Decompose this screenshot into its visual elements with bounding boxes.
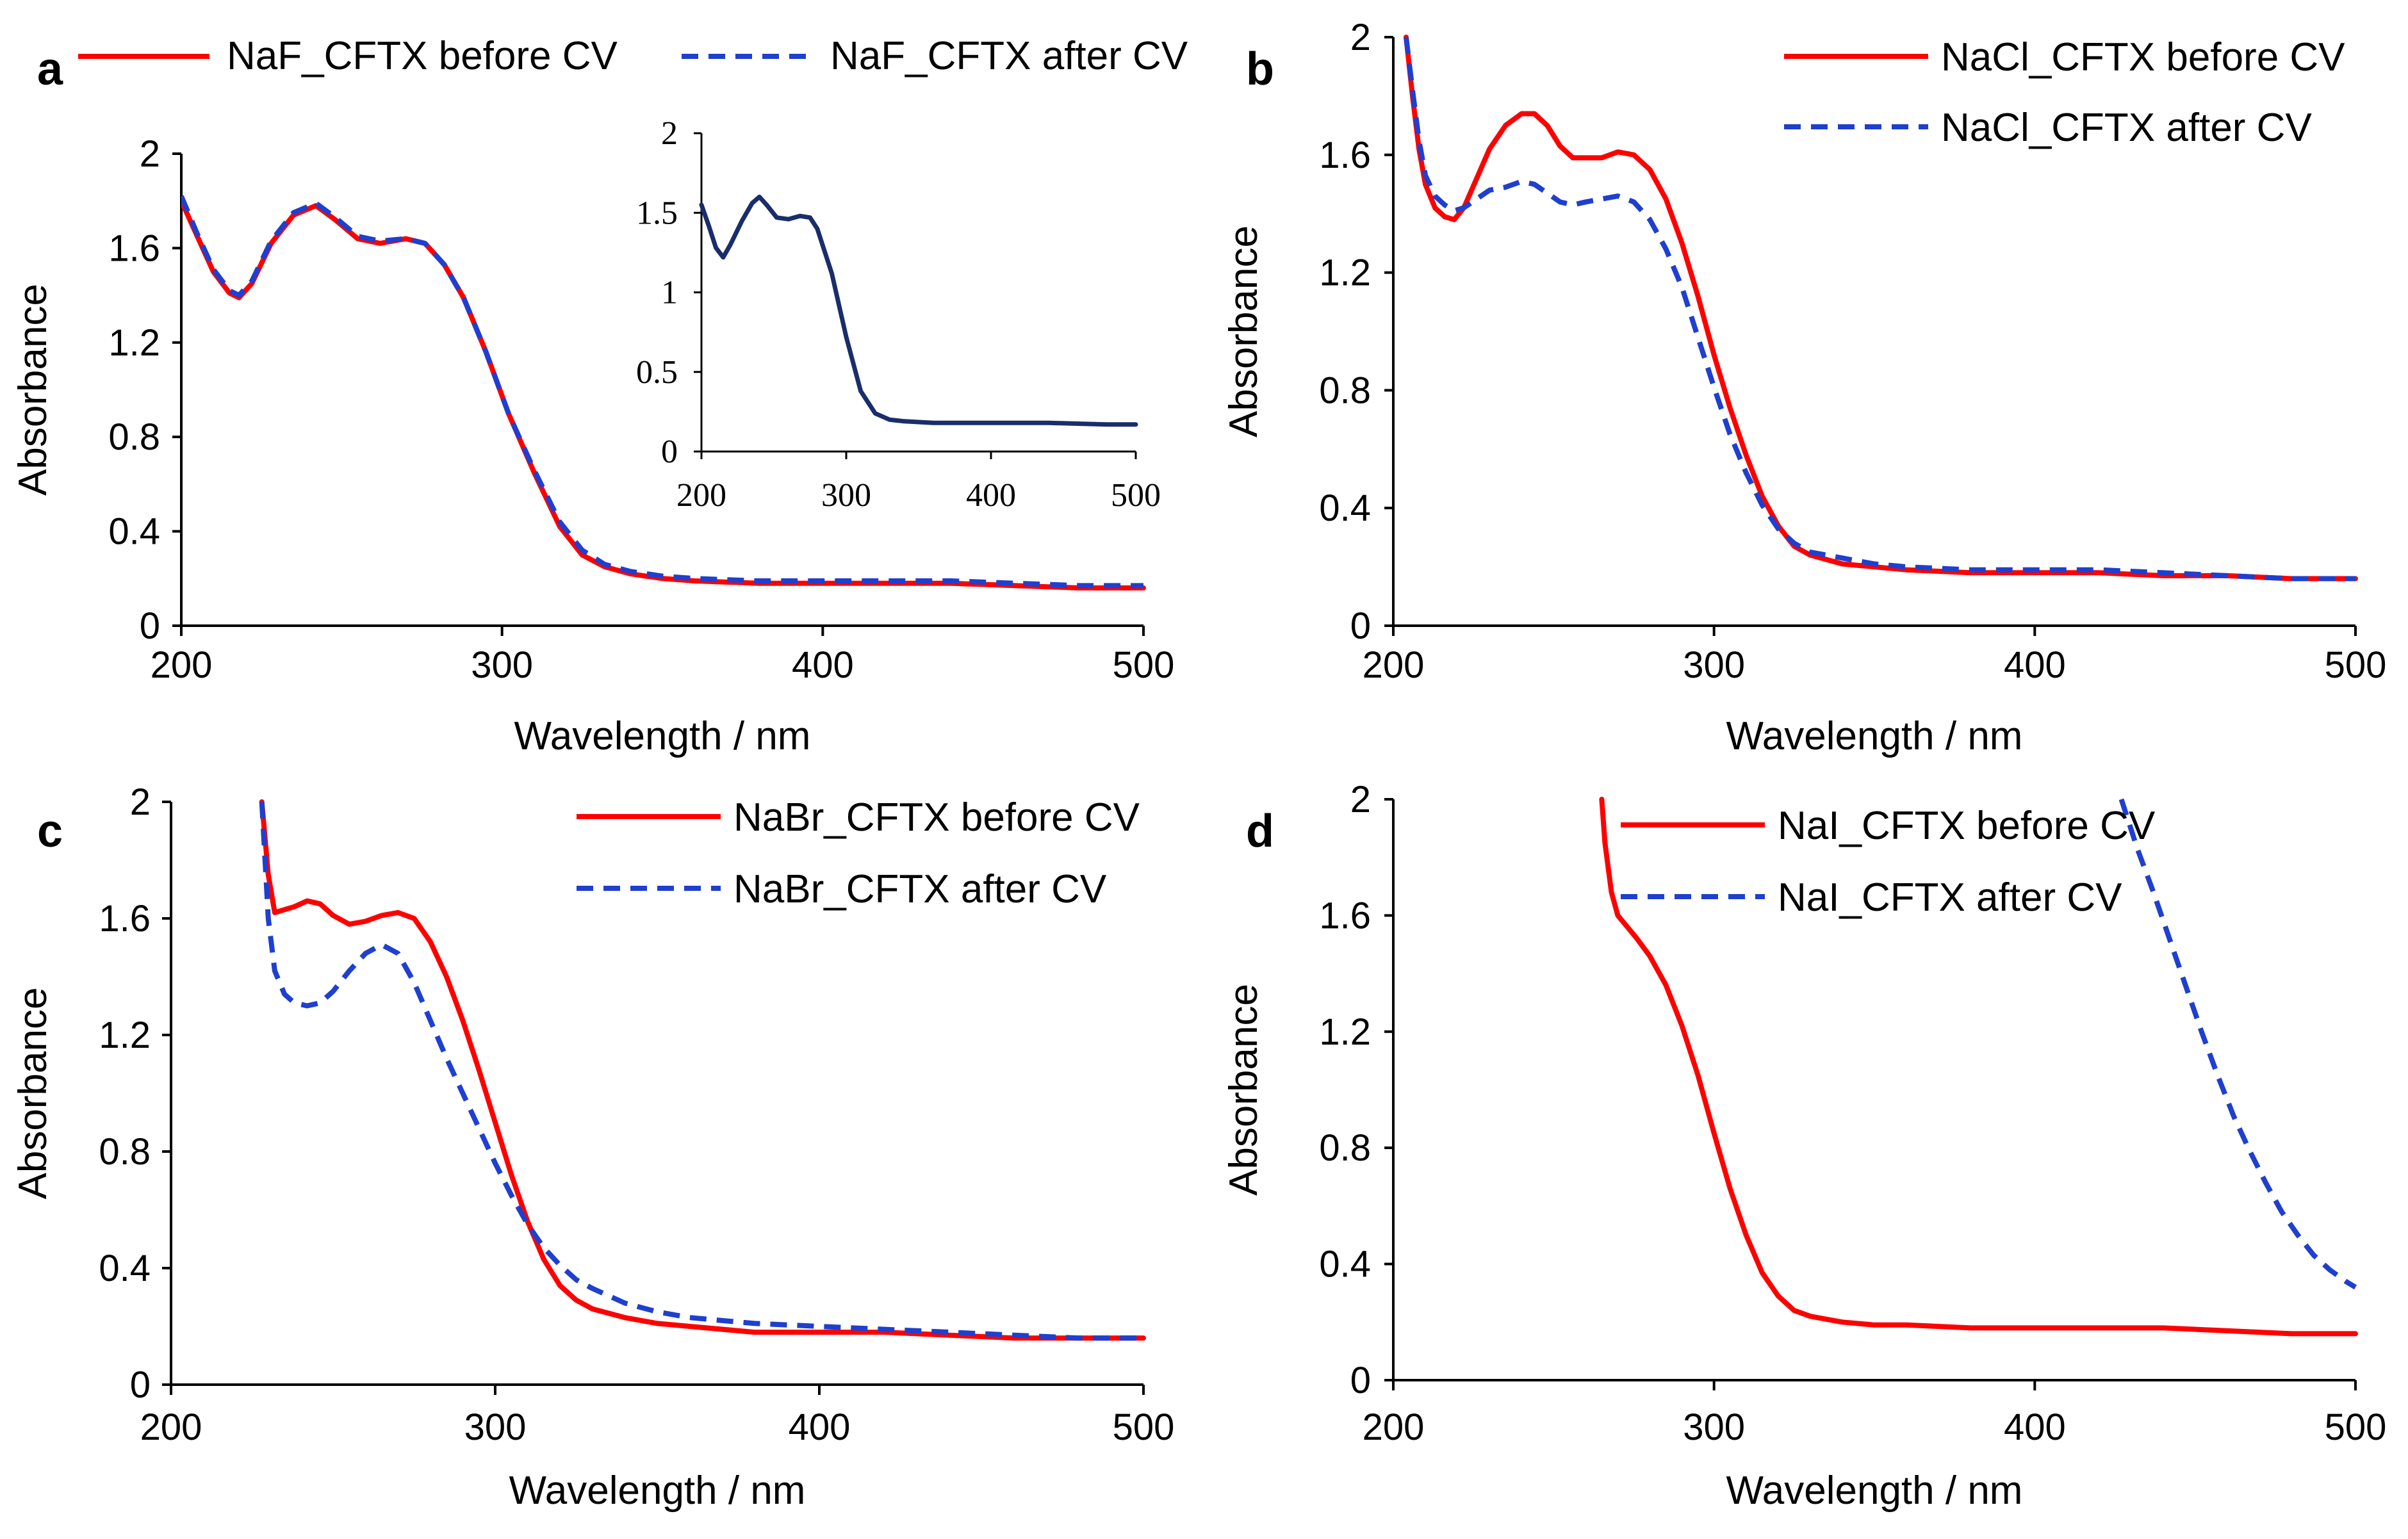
x-axis-label: Wavelength / nm [1726, 1469, 2023, 1513]
y-tick-label: 0 [1350, 1360, 1371, 1401]
inset-series-line [699, 194, 1138, 427]
inset-y-tick-label: 1 [661, 275, 678, 311]
x-axis-label: Wavelength / nm [1726, 714, 2023, 758]
legend-label: NaCl_CFTX after CV [1941, 106, 2312, 150]
y-tick-label: 1.6 [1319, 134, 1371, 176]
x-axis-label: Wavelength / nm [509, 1469, 806, 1513]
inset-chart: 0 0.5 1 1.5 2 200 300 400 500 [636, 115, 1161, 514]
legend-label: NaF_CFTX after CV [830, 34, 1188, 78]
y-axis-label: Absorbance [11, 284, 55, 496]
x-tick-label: 300 [464, 1406, 527, 1448]
x-tick-label: 400 [2004, 644, 2066, 686]
series-line [181, 195, 1143, 589]
x-tick-label: 300 [1683, 644, 1745, 686]
plot-area [181, 195, 1146, 590]
y-tick-label: 1.2 [99, 1014, 151, 1056]
panel-a: a 0 0.4 0.8 1.2 1.6 2 200 300 400 500 Wavelength / … [11, 34, 1188, 758]
inset-x-tick-label: 200 [676, 477, 726, 514]
y-tick-label: 2 [1350, 17, 1371, 58]
y-tick-label: 1.2 [1319, 252, 1371, 294]
panel-c: c 0 0.4 0.8 1.2 1.6 2 200 300 400 500 Wavelength / … [11, 781, 1174, 1513]
y-tick-label: 0 [140, 605, 160, 647]
legend-label: NaBr_CFTX before CV [733, 795, 1140, 840]
plot-area [259, 799, 1146, 1341]
x-tick-label: 200 [1363, 1406, 1425, 1448]
panel-letter: d [1246, 806, 1274, 857]
y-tick-label: 0.8 [108, 416, 160, 458]
y-tick-label: 0 [130, 1364, 151, 1406]
y-axis-label: Absorbance [1222, 984, 1266, 1196]
panel-b: b 0 0.4 0.8 1.2 1.6 2 200 300 400 500 Wavelength / … [1222, 17, 2386, 758]
inset-x-tick-label: 500 [1111, 477, 1161, 514]
legend: NaBr_CFTX before CV NaBr_CFTX after CV [577, 795, 1140, 911]
x-tick-label: 400 [2004, 1406, 2066, 1448]
y-tick-label: 1.2 [108, 322, 160, 364]
inset-y-tick-label: 0 [661, 434, 678, 470]
y-tick-label: 0.8 [1319, 370, 1371, 411]
series-line [259, 801, 1143, 1341]
series-line [1404, 37, 2355, 582]
inset-x-tick-label: 400 [966, 477, 1016, 514]
y-tick-label: 2 [140, 133, 160, 175]
x-tick-label: 400 [789, 1406, 851, 1448]
legend-label: NaBr_CFTX after CV [733, 867, 1107, 911]
y-tick-label: 0.4 [99, 1248, 151, 1289]
series-line [1599, 797, 2358, 1337]
panel-d: d 0 0.4 0.8 1.2 1.6 2 200 300 400 500 Wavelength / … [1222, 779, 2386, 1513]
y-axis-label: Absorbance [11, 988, 55, 1200]
y-tick-label: 2 [1350, 779, 1371, 820]
x-tick-label: 200 [151, 644, 213, 686]
y-tick-label: 0 [1350, 605, 1371, 647]
x-tick-label: 500 [2325, 644, 2387, 686]
inset-y-tick-label: 0.5 [636, 354, 678, 391]
y-tick-label: 0.4 [1319, 487, 1371, 529]
plot-area [1599, 797, 2358, 1337]
x-tick-label: 500 [1113, 1406, 1175, 1448]
series-line [2118, 798, 2357, 1290]
inset-x-tick-label: 300 [821, 477, 871, 514]
panel-letter: c [37, 806, 63, 857]
legend-label: NaF_CFTX before CV [227, 34, 618, 78]
y-axis-label: Absorbance [1222, 225, 1266, 437]
series-line [1404, 35, 2358, 582]
y-tick-label: 1.2 [1319, 1011, 1371, 1053]
inset-y-tick-label: 2 [661, 115, 678, 152]
y-tick-label: 1.6 [1319, 895, 1371, 936]
panel-letter: a [37, 44, 63, 95]
y-tick-label: 0.4 [1319, 1244, 1371, 1285]
x-tick-label: 300 [1683, 1406, 1745, 1448]
x-tick-label: 200 [1363, 644, 1425, 686]
y-tick-label: 0.8 [99, 1131, 151, 1173]
legend: NaF_CFTX before CV NaF_CFTX after CV [78, 34, 1188, 78]
x-tick-label: 200 [140, 1406, 202, 1448]
legend: NaCl_CFTX before CV NaCl_CFTX after CV [1784, 35, 2345, 150]
y-tick-label: 1.6 [108, 227, 160, 269]
y-tick-label: 1.6 [99, 898, 151, 940]
legend-label: NaI_CFTX before CV [1778, 804, 2156, 848]
plot-area [1404, 35, 2358, 582]
panel-letter: b [1246, 44, 1274, 95]
x-tick-label: 500 [2325, 1406, 2387, 1448]
legend: NaI_CFTX before CV NaI_CFTX after CV [1621, 804, 2156, 920]
inset-y-tick-label: 1.5 [636, 195, 678, 231]
y-tick-label: 0.4 [108, 511, 160, 553]
legend-label: NaI_CFTX after CV [1778, 875, 2122, 920]
series-line [259, 799, 1146, 1341]
y-tick-label: 2 [130, 781, 151, 823]
x-tick-label: 300 [471, 644, 533, 686]
legend-label: NaCl_CFTX before CV [1941, 35, 2345, 79]
x-tick-label: 500 [1113, 644, 1175, 686]
y-tick-label: 0.8 [1319, 1127, 1371, 1169]
x-tick-label: 400 [792, 644, 854, 686]
x-axis-label: Wavelength / nm [514, 714, 811, 758]
